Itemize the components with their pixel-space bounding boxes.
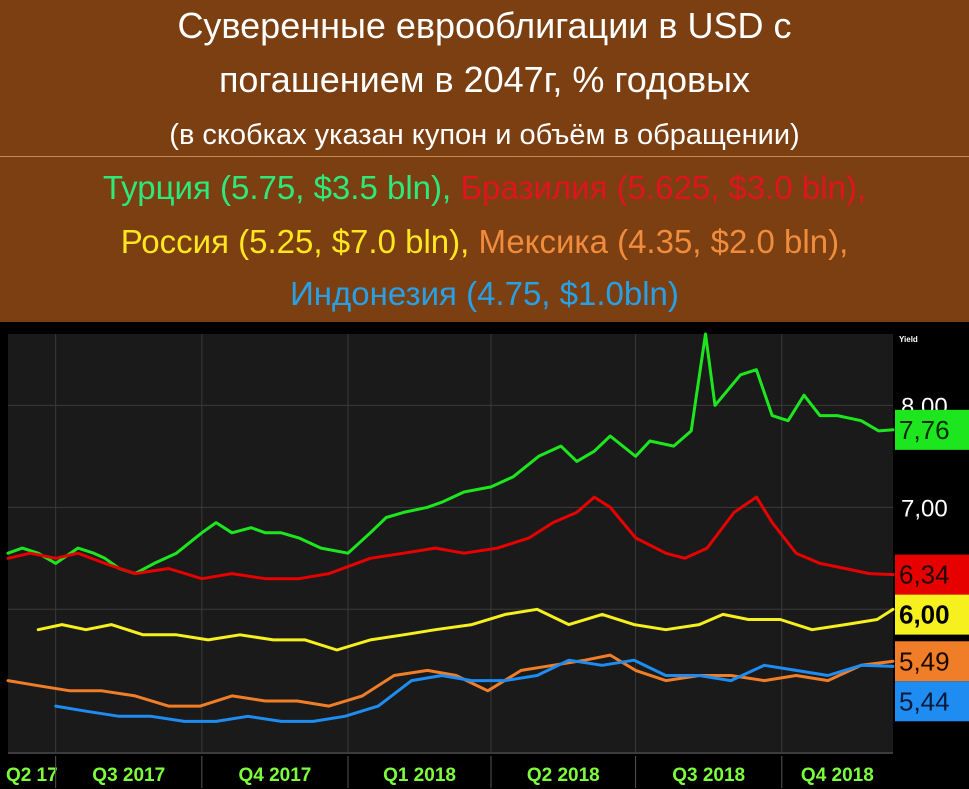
- x-tick-label: Q3 2017: [92, 765, 165, 786]
- plot-area: [8, 334, 893, 752]
- legend-brazil: Бразилия (5.625, $3.0 bln),: [460, 169, 867, 206]
- last-value-box: [895, 594, 969, 635]
- last-value-label: 7,76: [899, 415, 950, 445]
- chart-panel: Yield8,007,006,007,766,346,005,495,44Q2 …: [0, 322, 969, 789]
- title-line-2: погашением в 2047г, % годовых: [218, 59, 751, 100]
- last-value-box: [895, 409, 969, 450]
- legend-mexico: Мексика (4.35, $2.0 bln),: [478, 223, 849, 260]
- header-divider: [0, 156, 969, 157]
- x-tick-label: Q1 2018: [383, 765, 456, 786]
- x-tick-label: Q4 2018: [801, 765, 874, 786]
- legend-russia: Россия (5.25, $7.0 bln),: [120, 223, 470, 260]
- legend-line-3: Индонезия (4.75, $1.0bln): [0, 274, 969, 314]
- last-value-box: [895, 641, 969, 682]
- subtitle: (в скобках указан купон и объём в обраще…: [169, 119, 800, 151]
- title-line-1: Суверенные еврооблигации в USD с: [177, 5, 792, 46]
- last-value-label: 6,34: [899, 560, 950, 590]
- legend-line-1: Турция (5.75, $3.5 bln), Бразилия (5.625…: [0, 168, 969, 208]
- last-value-box: [895, 681, 969, 722]
- x-tick-label: Q2 2018: [527, 765, 600, 786]
- legend-line-2: Россия (5.25, $7.0 bln), Мексика (4.35, …: [0, 222, 969, 262]
- series-line: [6, 495, 895, 581]
- last-value-label: 6,00: [899, 600, 950, 630]
- series-line: [54, 658, 895, 723]
- line-chart: Yield8,007,006,007,766,346,005,495,44Q2 …: [6, 332, 969, 789]
- last-value-box: [895, 554, 969, 595]
- legend-turkey: Турция (5.75, $3.5 bln),: [102, 169, 452, 206]
- legend-indonesia: Индонезия (4.75, $1.0bln): [290, 275, 679, 312]
- x-axis-band: [8, 752, 893, 789]
- x-tick-label: Q3 2018: [672, 765, 745, 786]
- series-line: [36, 607, 895, 652]
- last-value-label: 5,44: [899, 686, 950, 716]
- last-value-label: 5,49: [899, 646, 950, 676]
- x-tick-label: Q2 17: [6, 765, 58, 786]
- y-axis-title: Yield: [899, 335, 918, 344]
- y-tick-label: 7,00: [901, 495, 948, 522]
- x-tick-label: Q4 2017: [238, 765, 311, 786]
- series-line: [6, 653, 895, 708]
